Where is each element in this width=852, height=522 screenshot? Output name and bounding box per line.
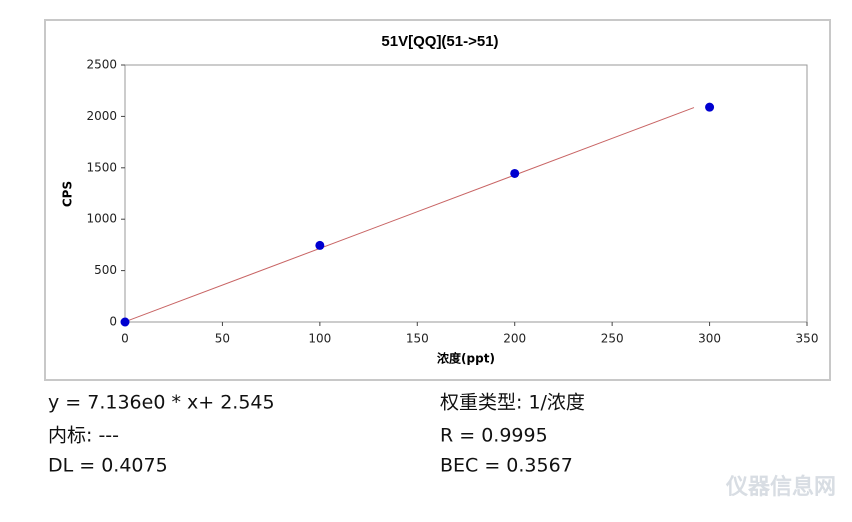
x-tick-label: 300 bbox=[698, 332, 721, 346]
x-tick-label: 50 bbox=[215, 332, 230, 346]
y-axis-label: CPS bbox=[61, 181, 75, 207]
data-point bbox=[315, 240, 325, 250]
data-point bbox=[705, 102, 715, 112]
chart-title: 51V[QQ](51->51) bbox=[381, 33, 498, 50]
y-tick-label: 1500 bbox=[86, 160, 117, 174]
fit-info: BEC = 0.3567 bbox=[440, 455, 573, 477]
chart-panel bbox=[44, 19, 831, 381]
x-tick-label: 200 bbox=[503, 332, 526, 346]
y-tick-label: 0 bbox=[109, 315, 117, 329]
x-tick-label: 350 bbox=[796, 332, 819, 346]
fit-info: y = 7.136e0 * x+ 2.545 bbox=[48, 392, 275, 414]
fit-line bbox=[124, 107, 695, 323]
y-tick-label: 2500 bbox=[86, 58, 117, 72]
y-tick-label: 2000 bbox=[86, 109, 117, 123]
x-axis-label: 浓度(ppt) bbox=[437, 351, 495, 366]
plot-frame bbox=[124, 64, 808, 323]
data-point bbox=[510, 168, 520, 178]
fit-info: 内标: --- bbox=[48, 425, 119, 447]
x-tick-label: 0 bbox=[121, 332, 129, 346]
x-tick-label: 150 bbox=[406, 332, 429, 346]
x-tick-label: 100 bbox=[308, 332, 331, 346]
data-point bbox=[120, 317, 130, 327]
y-tick-label: 500 bbox=[94, 263, 117, 277]
fit-info: DL = 0.4075 bbox=[48, 455, 168, 477]
y-tick-label: 1000 bbox=[86, 212, 117, 226]
watermark: 仪器信息网 bbox=[725, 474, 836, 500]
fit-info: 权重类型: 1/浓度 bbox=[440, 392, 585, 414]
x-tick-label: 250 bbox=[601, 332, 624, 346]
fit-info: R = 0.9995 bbox=[440, 425, 548, 447]
